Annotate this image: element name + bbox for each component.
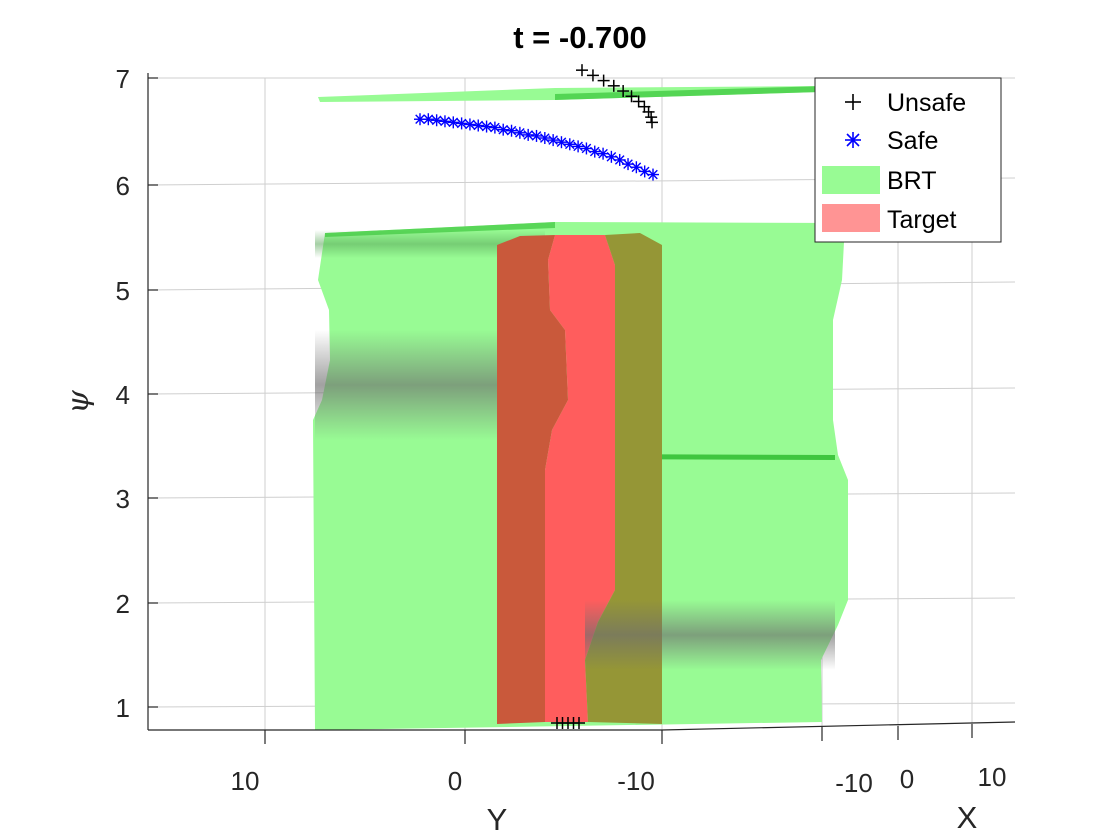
legend: Unsafe Safe BRT Target xyxy=(814,77,1002,243)
x-tick-label: -10 xyxy=(835,768,873,798)
target-shading-band xyxy=(585,600,835,670)
safe-marker xyxy=(530,129,543,142)
unsafe-marker xyxy=(632,95,645,108)
unsafe-marker xyxy=(625,90,638,103)
y-tick-label: 10 xyxy=(231,766,260,796)
legend-label: Unsafe xyxy=(887,89,966,117)
unsafe-marker xyxy=(586,69,599,82)
legend-brt-patch xyxy=(822,166,880,194)
y-ticks xyxy=(264,730,663,744)
z-tick-label: 4 xyxy=(116,380,130,410)
y-axis-label: Y xyxy=(487,802,508,837)
x-axis-label: X xyxy=(957,800,978,835)
safe-series xyxy=(414,113,659,181)
safe-marker xyxy=(480,120,493,133)
safe-marker xyxy=(497,123,510,136)
safe-marker xyxy=(438,115,451,128)
unsafe-marker xyxy=(573,717,585,729)
safe-marker xyxy=(414,113,426,126)
z-axis-label: ψ xyxy=(61,390,96,414)
safe-marker xyxy=(588,145,601,158)
safe-marker xyxy=(422,113,435,126)
unsafe-marker xyxy=(597,74,610,87)
legend-target-patch xyxy=(822,204,880,232)
x-ticks xyxy=(821,724,973,741)
safe-marker xyxy=(430,114,443,127)
unsafe-bottom-markers xyxy=(551,717,585,729)
safe-marker xyxy=(563,138,576,151)
unsafe-marker xyxy=(607,79,620,92)
target-back-slab xyxy=(497,235,568,724)
safe-marker xyxy=(630,161,643,174)
unsafe-series xyxy=(576,64,658,129)
z-tick-labels: 7 6 5 4 3 2 1 xyxy=(116,64,130,723)
safe-marker xyxy=(522,128,535,141)
y-tick-label: -10 xyxy=(617,766,655,796)
z-tick-label: 5 xyxy=(116,276,130,306)
safe-marker xyxy=(547,134,560,147)
safe-marker xyxy=(488,121,501,134)
brt-upper-edge xyxy=(325,222,555,237)
legend-label: Target xyxy=(887,206,957,234)
z-tick-label: 3 xyxy=(116,484,130,514)
z-tick-label: 1 xyxy=(116,693,130,723)
x-tick-label: 0 xyxy=(900,764,914,794)
z-ticks xyxy=(148,77,158,708)
unsafe-marker xyxy=(645,111,658,124)
safe-marker xyxy=(505,124,518,137)
safe-marker xyxy=(513,126,526,139)
safe-marker xyxy=(572,140,585,153)
safe-marker xyxy=(647,168,659,181)
safe-marker xyxy=(472,119,485,132)
safe-marker xyxy=(463,118,476,131)
safe-marker xyxy=(538,132,551,145)
unsafe-marker xyxy=(576,64,588,77)
y-tick-label: 0 xyxy=(448,766,462,796)
legend-safe-marker xyxy=(845,132,861,148)
axes xyxy=(147,73,1016,731)
unsafe-marker xyxy=(642,105,655,118)
legend-unsafe-marker xyxy=(845,94,861,110)
z-tick-label: 7 xyxy=(116,64,130,94)
x-tick-label: 10 xyxy=(978,762,1007,792)
safe-marker xyxy=(555,136,568,149)
safe-marker xyxy=(455,117,468,130)
z-tick-label: 6 xyxy=(116,171,130,201)
x-axis-line xyxy=(661,721,1016,731)
target-surface xyxy=(497,233,835,724)
chart-title: t = -0.700 xyxy=(513,20,647,55)
unsafe-marker xyxy=(646,116,658,129)
legend-label: BRT xyxy=(887,167,937,195)
safe-marker xyxy=(605,150,618,163)
safe-marker xyxy=(447,116,460,129)
z-tick-label: 2 xyxy=(116,589,130,619)
unsafe-marker xyxy=(617,85,630,98)
legend-label: Safe xyxy=(887,127,938,155)
